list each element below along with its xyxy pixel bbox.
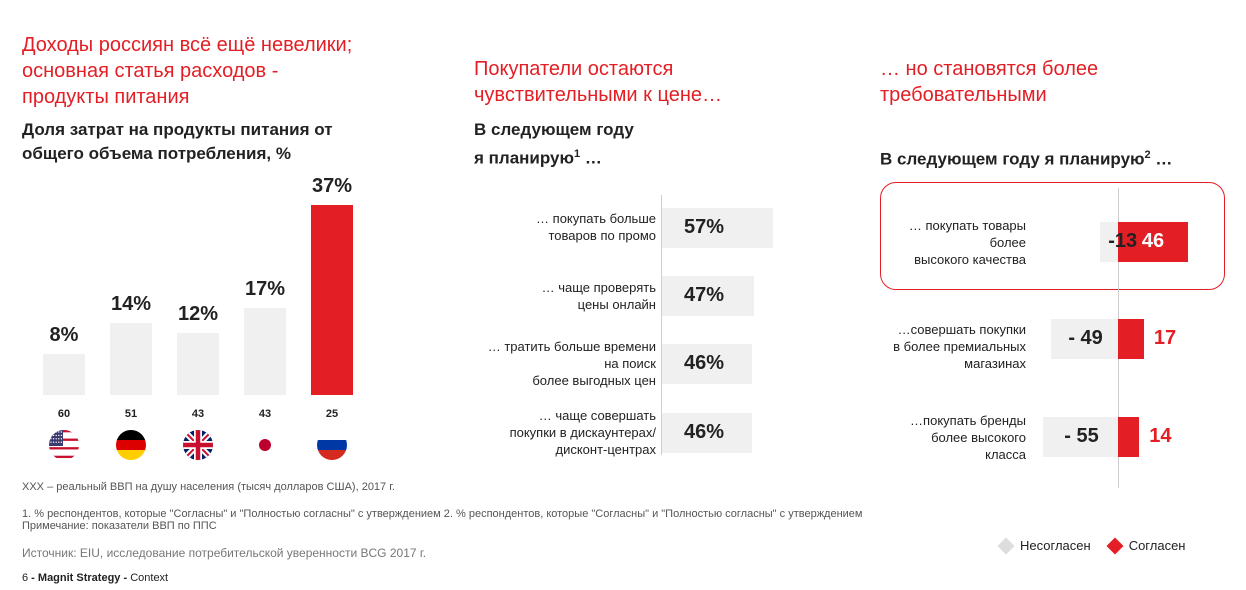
gdp-value-label: 25 (325, 408, 339, 420)
price-sensitivity-value-label: 46% (684, 352, 725, 374)
legend-disagree-label: Несогласен (1020, 538, 1091, 553)
russia-flag-icon (317, 430, 347, 460)
food-share-bar (311, 205, 353, 395)
us-flag-icon (49, 430, 79, 460)
food-share-value-label: 8% (49, 323, 79, 346)
quality-category-label: …покупать бренды более высокого класса (860, 412, 1026, 463)
right-panel-subtitle: В следующем году я планирую2 … (880, 149, 1173, 169)
gdp-value-label: 51 (124, 408, 138, 420)
disagree-value-label: - 49 (1068, 327, 1103, 349)
category-label-line: цены онлайн (577, 297, 656, 312)
disagree-bar (1043, 417, 1118, 457)
disagree-bar (1100, 222, 1118, 262)
middle-panel-title: Покупатели остаются чувствительными к це… (474, 58, 722, 106)
price-sensitivity-bar (662, 413, 752, 453)
category-label-line: высокого качества (914, 252, 1026, 267)
food-share-bar (177, 333, 219, 395)
gdp-value-label: 43 (191, 408, 205, 420)
footnote-2: Примечание: показатели ВВП по ППС (22, 520, 217, 532)
gdp-note: XXX – реальный ВВП на душу населения (ты… (22, 481, 395, 493)
price-sensitivity-category-label: … покупать больше товаров по промо (430, 210, 656, 244)
category-label-line: … тратить больше времени (487, 339, 656, 354)
quality-category-label: …совершать покупки в более премиальных маг… (860, 321, 1026, 372)
agree-value-label: 14 (1149, 425, 1172, 447)
price-sensitivity-value-label: 46% (684, 421, 725, 443)
footnote-1: 1. % респондентов, которые "Согласны" и … (22, 508, 863, 520)
left-panel-subtitle: Доля затрат на продукты питания от общег… (22, 120, 333, 163)
agree-bar (1118, 417, 1140, 457)
left-panel-title: Доходы россиян всё ещё невелики; основна… (22, 34, 353, 108)
agree-value-label: 17 (1153, 327, 1177, 349)
food-share-bar (110, 323, 152, 395)
food-share-value-label: 12% (177, 303, 219, 326)
category-label-line: более (989, 235, 1026, 250)
germany-flag-icon (116, 430, 146, 460)
category-label-line: в более премиальных (893, 339, 1026, 354)
category-label-line: магазинах (964, 356, 1026, 371)
price-sensitivity-value-label: 47% (684, 284, 725, 306)
category-label-line: дисконт-центрах (555, 442, 657, 457)
legend-disagree-swatch (997, 537, 1015, 554)
price-sensitivity-category-label: … тратить больше времени на поиск более вы… (430, 338, 656, 389)
agree-value-label: 46 (1141, 230, 1165, 252)
gdp-value-label: 60 (57, 408, 71, 420)
category-label-line: более выгодных цен (532, 373, 656, 388)
highlight-box (880, 182, 1225, 290)
price-sensitivity-category-label: … чаще совершать покупки в дискаунтерах/д… (430, 407, 656, 458)
price-sensitivity-value-label: 57% (684, 216, 725, 238)
category-label-line: на поиск (604, 356, 656, 371)
price-sensitivity-bar (662, 344, 752, 384)
legend-agree-swatch (1106, 537, 1124, 554)
category-label-line: … чаще совершать (538, 408, 656, 423)
source-note: Источник: EIU, исследование потребительс… (22, 546, 427, 560)
food-share-bar (43, 353, 85, 395)
agree-bar (1118, 222, 1188, 262)
disagree-value-label: - 55 (1064, 425, 1099, 447)
food-share-value-label: 17% (244, 277, 286, 300)
category-label-line: … покупать товары (908, 218, 1026, 233)
category-label-line: покупки в дискаунтерах/ (509, 425, 656, 440)
price-sensitivity-bar (662, 276, 754, 316)
category-label-line: … покупать больше (536, 211, 656, 226)
agree-bar (1118, 319, 1144, 359)
food-share-value-label: 14% (110, 293, 152, 316)
legend-agree-label: Согласен (1128, 538, 1186, 553)
uk-flag-icon (183, 430, 213, 460)
right-panel-title: … но становятся более требовательными (880, 58, 1099, 106)
disagree-bar (1051, 319, 1118, 359)
category-label-line: …покупать бренды (910, 413, 1026, 428)
category-label-line: класса (985, 447, 1026, 462)
legend: Несогласен Согласен (997, 537, 1186, 554)
food-share-value-label: 37% (311, 175, 353, 197)
quality-category-label: … покупать товары более высокого качества (860, 217, 1026, 268)
category-label-line: товаров по промо (548, 228, 656, 243)
category-label-line: …совершать покупки (897, 322, 1026, 337)
gdp-value-label: 43 (258, 408, 272, 420)
category-label-line: более высокого (931, 430, 1026, 445)
price-sensitivity-category-label: … чаще проверять цены онлайн (430, 279, 656, 313)
category-label-line: … чаще проверять (541, 280, 656, 295)
price-sensitivity-bar (662, 208, 773, 248)
middle-axis-line (661, 195, 662, 455)
food-share-bar (244, 307, 286, 395)
japan-flag-icon (250, 430, 280, 460)
disagree-value-label: -13 (1108, 230, 1137, 253)
middle-panel-subtitle: В следующем году я планирую1 … (474, 120, 634, 168)
page-footer: 6 - Magnit Strategy - Context (22, 572, 169, 584)
